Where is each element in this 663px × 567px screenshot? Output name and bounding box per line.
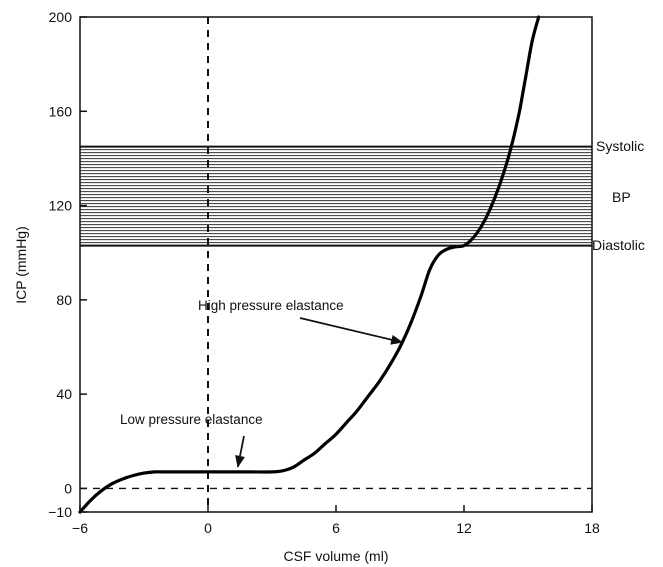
- y-axis-title: ICP (mmHg): [13, 226, 29, 304]
- high-pressure-elastance-arrow: [299, 317, 404, 345]
- x-tick-label: 12: [456, 520, 472, 536]
- x-tick-label: 0: [204, 520, 212, 536]
- y-tick-label: 160: [49, 103, 73, 119]
- x-axis-title: CSF volume (ml): [283, 548, 388, 564]
- y-tick-label: 200: [49, 9, 73, 25]
- blood-pressure-band: [80, 145, 592, 247]
- x-tick-label: 6: [332, 520, 340, 536]
- y-tick-label: 120: [49, 198, 73, 214]
- high-pressure-elastance-label: High pressure elastance: [198, 298, 344, 313]
- plot-frame: [79, 16, 593, 513]
- y-tick-label: −10: [48, 504, 72, 520]
- x-tick-label: 18: [584, 520, 600, 536]
- y-axis-ticks: −10 0 40 80 120 160 200: [48, 9, 87, 520]
- y-tick-label: 80: [56, 292, 72, 308]
- y-tick-label: 0: [64, 480, 72, 496]
- low-pressure-elastance-label: Low pressure elastance: [120, 412, 263, 427]
- bp-label: BP: [612, 189, 631, 205]
- pressure-volume-curve: [78, 15, 541, 514]
- x-axis-ticks: −6 0 6 12 18: [72, 505, 600, 536]
- x-tick-label: −6: [72, 520, 88, 536]
- y-tick-label: 40: [56, 386, 72, 402]
- systolic-label: Systolic: [596, 138, 644, 154]
- low-pressure-elastance-arrow: [235, 435, 245, 468]
- diastolic-label: Diastolic: [592, 237, 645, 253]
